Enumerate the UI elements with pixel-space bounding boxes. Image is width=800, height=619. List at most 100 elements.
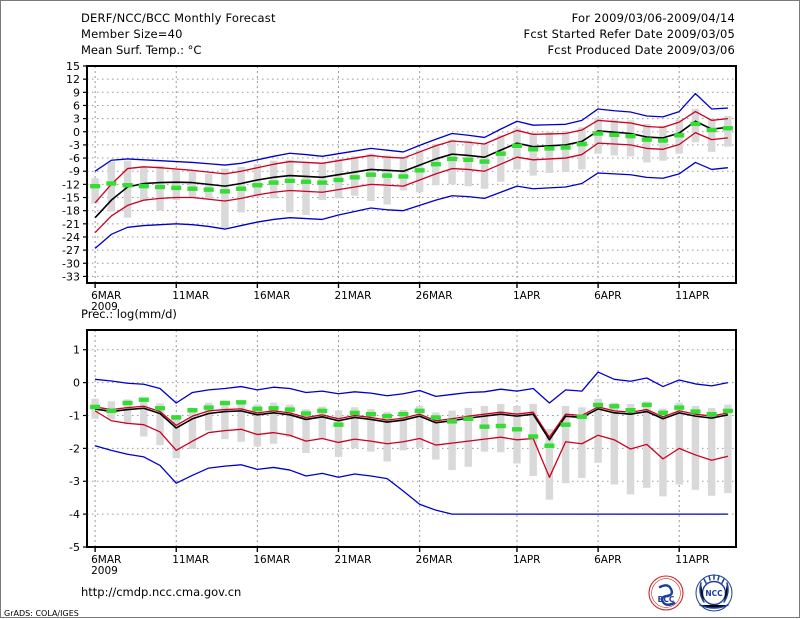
y-tick-label: -15: [62, 192, 80, 205]
observed-median-dash: [511, 427, 522, 432]
ensemble-spread-bar: [172, 168, 180, 201]
observed-median-dash: [690, 409, 701, 414]
ensemble-spread-bar: [432, 412, 440, 460]
plot-frame: [86, 329, 737, 548]
ensemble-spread-bar: [545, 131, 554, 173]
ensemble-spread-bar: [399, 409, 408, 451]
observed-median-dash: [511, 143, 522, 148]
observed-median-dash: [657, 410, 669, 416]
ensemble-spread-bar: [367, 153, 375, 202]
ensemble-spread-bar: [464, 140, 473, 187]
y-tick-label: -4: [69, 508, 80, 521]
series-line-upper-quartile: [94, 110, 728, 204]
y-tick-label: 1: [73, 344, 80, 357]
temperature-panel-title: Mean Surf. Temp.: °C: [81, 43, 202, 57]
observed-median-dash: [365, 172, 376, 177]
ensemble-spread-bar: [724, 404, 732, 494]
fcst-started-date-label: Fcst Started Refer Date 2009/03/05: [523, 27, 735, 41]
observed-median-dash: [349, 410, 360, 416]
y-tick-label: -3: [69, 139, 80, 152]
observed-median-dash: [382, 413, 393, 419]
observed-median-dash: [171, 415, 182, 420]
observed-median-dash: [674, 133, 685, 138]
observed-median-dash: [528, 147, 539, 152]
x-tick-label: 21MAR: [334, 290, 371, 302]
ensemble-spread-bar: [561, 405, 570, 484]
series-line-upper-quartile: [95, 405, 729, 438]
observed-median-dash: [219, 400, 230, 406]
ensemble-spread-bar: [334, 410, 343, 457]
ensemble-spread-bar: [204, 173, 213, 200]
observed-median-dash: [138, 183, 149, 189]
observed-median-dash: [463, 157, 474, 163]
observed-median-dash: [495, 151, 506, 156]
observed-median-dash: [138, 397, 149, 402]
y-tick-label: 9: [73, 86, 80, 99]
observed-median-dash: [317, 408, 328, 414]
precipitation-panel-title: Prec.: log(mm/d): [81, 307, 177, 321]
ncc-logo-text: NCC: [705, 589, 723, 598]
observed-median-dash: [106, 181, 117, 186]
ensemble-spread-bar: [253, 404, 262, 447]
observed-median-dash: [317, 180, 328, 185]
source-url[interactable]: http://cmdp.ncc.cma.gov.cn: [81, 585, 242, 599]
observed-median-dash: [609, 132, 620, 138]
observed-median-dash: [171, 185, 182, 191]
ensemble-spread-bar: [172, 417, 180, 459]
ensemble-spread-bar: [513, 128, 521, 170]
observed-median-dash: [528, 434, 539, 439]
observed-median-dash: [398, 174, 409, 179]
y-tick-label: -30: [62, 257, 80, 270]
series-line-min: [94, 161, 728, 249]
ensemble-spread-bar: [691, 405, 700, 490]
ensemble-spread-bar: [140, 398, 148, 437]
ensemble-spread-bar: [707, 407, 716, 496]
observed-median-dash: [268, 180, 279, 185]
ensemble-spread-bar: [578, 407, 586, 478]
observed-median-dash: [430, 161, 441, 167]
series-line-min: [94, 445, 728, 515]
y-tick-label: -18: [62, 205, 80, 218]
observed-median-dash: [268, 406, 279, 411]
ncc-logo: NCC: [695, 574, 733, 612]
observed-median-dash: [398, 411, 409, 417]
ensemble-spread-bar: [383, 411, 391, 462]
observed-median-dash: [301, 411, 312, 416]
y-tick-label: -2: [69, 442, 80, 455]
observed-median-dash: [641, 137, 652, 142]
ensemble-spread-bar: [561, 130, 570, 173]
series-line-mean: [94, 120, 728, 219]
x-tick-label: 6MAR: [91, 554, 121, 566]
ensemble-spread-bar: [383, 155, 391, 205]
series-line-max: [94, 92, 728, 172]
observed-median-dash: [236, 186, 247, 191]
ensemble-spread-bar: [204, 402, 213, 431]
observed-median-dash: [154, 406, 166, 411]
observed-median-dash: [593, 131, 604, 136]
x-tick-label: 16MAR: [253, 554, 290, 566]
observed-median-dash: [479, 159, 490, 164]
y-tick-label: 0: [73, 126, 80, 139]
observed-median-dash: [122, 183, 133, 188]
series-line-lower-quartile: [94, 131, 728, 234]
observed-median-dash: [463, 416, 474, 421]
figure-title: DERF/NCC/BCC Monthly Forecast: [81, 11, 276, 25]
observed-median-dash: [625, 133, 636, 139]
y-tick-label: 3: [73, 113, 80, 126]
x-tick-label: 6APR: [594, 290, 622, 302]
ensemble-spread-bar: [610, 119, 619, 156]
ensemble-spread-bar: [513, 405, 521, 464]
plot-frame: [86, 65, 737, 284]
ensemble-spread-bar: [237, 400, 245, 442]
series-line-max: [95, 371, 729, 404]
y-tick-label: -33: [62, 270, 80, 283]
ensemble-spread-bar: [269, 160, 278, 199]
ensemble-spread-bar: [610, 402, 619, 485]
observed-median-dash: [106, 408, 117, 414]
observed-median-dash: [495, 423, 506, 429]
ensemble-spread-bar: [659, 125, 667, 161]
x-tick-label: 1APR: [513, 554, 541, 566]
observed-median-dash: [447, 156, 458, 162]
